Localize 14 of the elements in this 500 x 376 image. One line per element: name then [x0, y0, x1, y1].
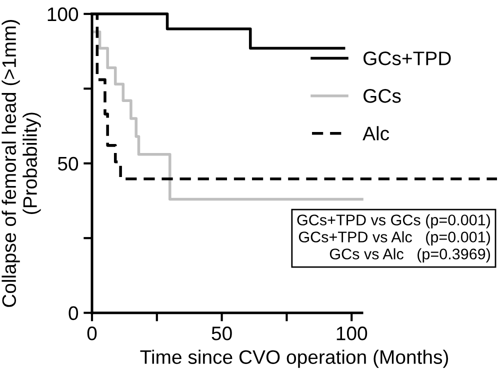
legend-label: GCs: [364, 89, 401, 103]
annotation: GCs vs Alc (p=0.3969): [330, 248, 490, 262]
annotation: GCs+TPD vs Alc (p=0.001): [298, 231, 490, 246]
legend-label: Alc: [362, 126, 390, 140]
legend-label: GCs+TPD: [364, 51, 451, 66]
x-tick-label: 0: [87, 326, 97, 340]
x-tick-label: 50: [212, 326, 232, 340]
x-axis-title: Time since CVO operation (Months): [140, 350, 448, 368]
y-tick-label: 0: [68, 306, 78, 320]
annotation: GCs+TPD vs GCs (p=0.001): [297, 214, 490, 228]
y-tick-label: 50: [58, 156, 78, 171]
y-axis-title: Collapse of femoral head (>1mm) (Probability): [2, 20, 41, 307]
x-tick-label: 100: [336, 326, 368, 340]
y-tick-label: 100: [48, 7, 78, 22]
